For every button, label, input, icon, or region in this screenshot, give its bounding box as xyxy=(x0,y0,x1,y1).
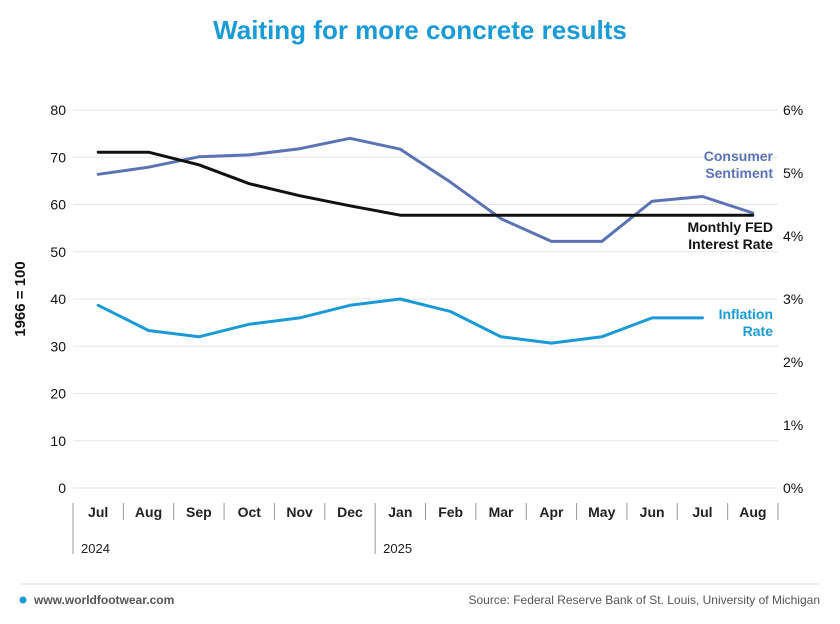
x-tick-label: Jul xyxy=(692,504,712,520)
left-tick-label: 40 xyxy=(50,291,66,307)
x-tick-label: Mar xyxy=(489,504,514,520)
right-tick-label: 2% xyxy=(783,354,803,370)
right-tick-label: 3% xyxy=(783,291,803,307)
x-tick-label: Apr xyxy=(539,504,564,520)
right-tick-label: 1% xyxy=(783,417,803,433)
series-label: Inflation xyxy=(719,306,773,322)
chart-title: Waiting for more concrete results xyxy=(213,15,627,45)
right-tick-label: 5% xyxy=(783,165,803,181)
footer-site: www.worldfootwear.com xyxy=(33,593,174,607)
x-tick-label: Sep xyxy=(186,504,212,520)
x-tick-label: Jun xyxy=(640,504,665,520)
series-label: Monthly FED xyxy=(687,219,773,235)
series-label: Sentiment xyxy=(705,165,773,181)
x-tick-label: Jul xyxy=(88,504,108,520)
left-tick-label: 30 xyxy=(50,338,66,354)
left-tick-label: 80 xyxy=(50,102,66,118)
series-lines xyxy=(96,136,755,345)
right-tick-label: 4% xyxy=(783,228,803,244)
gridlines xyxy=(73,109,778,489)
series-label: Consumer xyxy=(704,148,774,164)
year-label: 2024 xyxy=(81,541,110,556)
series-line xyxy=(96,136,755,243)
left-tick-label: 0 xyxy=(58,480,66,496)
x-tick-label: Nov xyxy=(286,504,313,520)
x-tick-label: Jan xyxy=(388,504,412,520)
right-axis-ticks: 0% 1% 2% 3% 4% 5% 6% xyxy=(783,102,803,496)
right-tick-label: 0% xyxy=(783,480,803,496)
left-axis-ticks: 0 10 20 30 40 50 60 70 80 xyxy=(50,102,66,496)
x-axis: Jul Aug Sep Oct Nov Dec Jan Feb Mar Apr May Jun Jul A… xyxy=(72,503,779,556)
x-tick-label: Aug xyxy=(135,504,162,520)
series-line xyxy=(96,297,704,345)
x-tick-label: Dec xyxy=(337,504,363,520)
series-label: Interest Rate xyxy=(688,236,773,252)
y-axis-label: 1966 = 100 xyxy=(12,261,29,337)
left-tick-label: 60 xyxy=(50,197,66,213)
left-tick-label: 20 xyxy=(50,386,66,402)
series-line xyxy=(96,150,755,217)
left-tick-label: 70 xyxy=(50,149,66,165)
footer-bullet-icon xyxy=(19,596,27,604)
series-label: Rate xyxy=(743,323,774,339)
x-tick-label: Aug xyxy=(739,504,766,520)
footer-source: Source: Federal Reserve Bank of St. Loui… xyxy=(469,593,821,607)
x-tick-label: Oct xyxy=(238,504,262,520)
right-tick-label: 6% xyxy=(783,102,803,118)
year-label: 2025 xyxy=(383,541,412,556)
left-tick-label: 10 xyxy=(50,433,66,449)
left-tick-label: 50 xyxy=(50,244,66,260)
x-tick-label: May xyxy=(588,504,615,520)
x-tick-label: Feb xyxy=(438,504,463,520)
